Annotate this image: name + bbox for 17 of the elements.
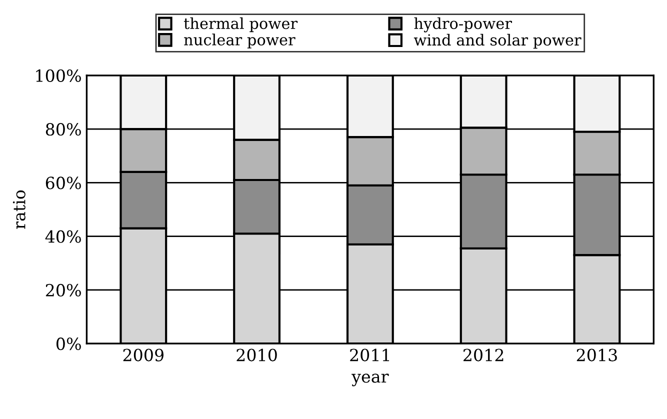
y-tick-label: 40% [45, 230, 81, 243]
legend-label: thermal power [184, 17, 298, 32]
y-tick-label: 80% [46, 123, 81, 136]
x-axis-title: year [352, 374, 389, 386]
legend-label: hydro-power [414, 17, 512, 32]
y-tick-label: 60% [46, 176, 81, 190]
y-tick-label: 100% [36, 69, 81, 82]
y-axis-title: ratio [12, 190, 26, 229]
x-tick-label: 2011 [350, 348, 390, 362]
x-tick-label: 2010 [236, 348, 277, 362]
legend-label: wind and solar power [414, 34, 582, 49]
x-tick-label: 2012 [463, 348, 504, 362]
x-tick-label: 2013 [576, 348, 617, 362]
y-tick-label: 0% [56, 338, 81, 350]
legend-label: nuclear power [184, 34, 296, 48]
y-tick-label: 20% [46, 284, 81, 297]
x-tick-label: 2009 [123, 348, 164, 362]
